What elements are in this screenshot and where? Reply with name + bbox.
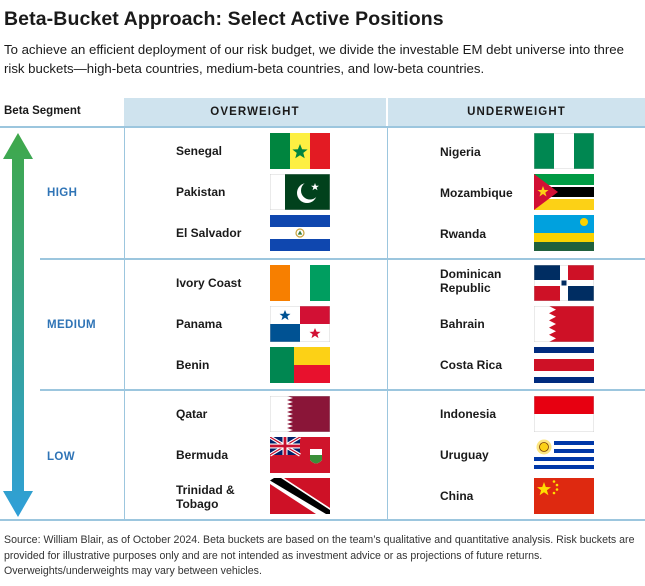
el-salvador-flag-icon [270, 215, 330, 251]
country-name: Rwanda [440, 227, 487, 241]
costa-rica-flag-icon [534, 347, 594, 383]
bermuda-flag-icon [270, 437, 330, 473]
country-name: Costa Rica [440, 358, 503, 372]
country-name: Ivory Coast [176, 276, 242, 290]
segment-label-low: LOW [47, 451, 76, 463]
country-name: Uruguay [440, 448, 489, 462]
rwanda-flag-icon [534, 215, 594, 251]
beta-gradient-arrow [3, 133, 33, 517]
nigeria-flag-icon [534, 133, 594, 169]
table-bottom-rule [0, 519, 645, 521]
underweight-header: UNDERWEIGHT [388, 98, 645, 126]
header-rule [0, 126, 645, 128]
ivory-coast-flag-icon [270, 265, 330, 301]
country-name: Dominican Republic [440, 267, 502, 295]
country-name: Bermuda [176, 448, 229, 462]
bahrain-flag-icon [534, 306, 594, 342]
beta-segment-header: Beta Segment [4, 105, 81, 117]
qatar-flag-icon [270, 396, 330, 432]
country-name: Mozambique [440, 186, 513, 200]
segment-label-medium: MEDIUM [47, 319, 97, 331]
country-name: Qatar [176, 407, 208, 421]
country-name: Indonesia [440, 407, 497, 421]
pakistan-flag-icon [270, 174, 330, 210]
overweight-header-label: OVERWEIGHT [210, 106, 300, 118]
column-divider-left [124, 127, 125, 519]
country-name: Benin [176, 358, 210, 372]
country-name: El Salvador [176, 226, 242, 240]
dominican-republic-flag-icon [534, 265, 594, 301]
segment-label-high: HIGH [47, 187, 78, 199]
country-name: Pakistan [176, 185, 226, 199]
country-name: Nigeria [440, 145, 481, 159]
country-name: Bahrain [440, 317, 485, 331]
indonesia-flag-icon [534, 396, 594, 432]
mozambique-flag-icon [534, 174, 594, 210]
trinidad-tobago-flag-icon [270, 478, 330, 514]
column-divider-middle [387, 127, 388, 519]
source-footnote: Source: William Blair, as of October 202… [4, 534, 635, 577]
country-name: China [440, 489, 474, 503]
china-flag-icon [534, 478, 594, 514]
senegal-flag-icon [270, 133, 330, 169]
segment-divider-high-medium [40, 258, 645, 260]
country-name: Trinidad & Tobago [176, 483, 235, 511]
country-name: Senegal [176, 144, 223, 158]
overweight-header: OVERWEIGHT [124, 98, 386, 126]
panama-flag-icon [270, 306, 330, 342]
country-name: Panama [176, 317, 223, 331]
benin-flag-icon [270, 347, 330, 383]
underweight-header-label: UNDERWEIGHT [467, 106, 566, 118]
subtitle: To achieve an efficient deployment of ou… [4, 42, 624, 76]
segment-divider-medium-low [40, 389, 645, 391]
page-title: Beta-Bucket Approach: Select Active Posi… [4, 8, 444, 30]
uruguay-flag-icon [534, 437, 594, 473]
